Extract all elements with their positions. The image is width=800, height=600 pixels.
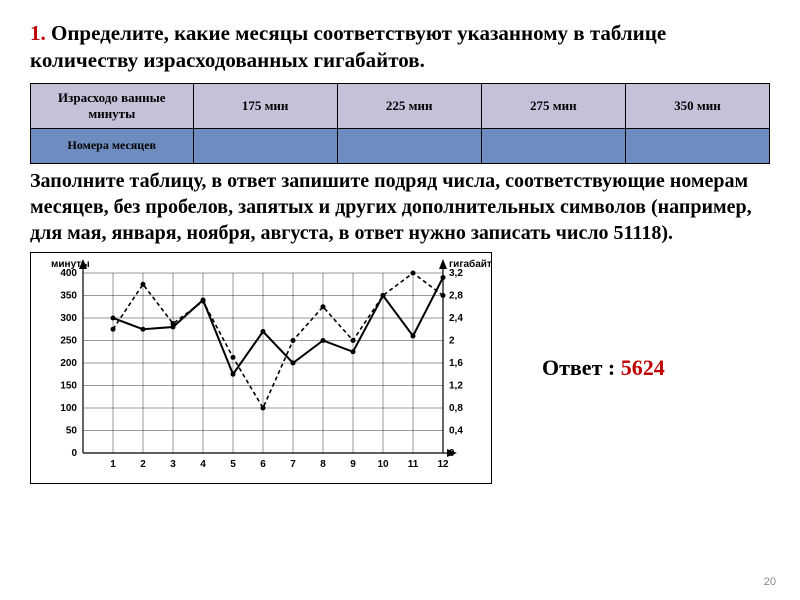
answer: Ответ : 5624: [542, 355, 665, 381]
svg-text:1: 1: [110, 459, 116, 470]
svg-text:0: 0: [449, 448, 455, 459]
svg-text:10: 10: [377, 459, 389, 470]
svg-text:200: 200: [60, 358, 77, 369]
svg-text:300: 300: [60, 313, 77, 324]
svg-text:1,2: 1,2: [449, 380, 463, 391]
data-table: Израсходо ванные минуты 175 мин 225 мин …: [30, 83, 770, 164]
svg-text:50: 50: [66, 425, 78, 436]
svg-text:2: 2: [140, 459, 146, 470]
cell-3: [625, 128, 769, 163]
svg-text:9: 9: [350, 459, 356, 470]
svg-text:8: 8: [320, 459, 326, 470]
answer-value: 5624: [621, 355, 665, 380]
task-text: Определите, какие месяцы соответствуют у…: [30, 21, 666, 72]
svg-text:250: 250: [60, 335, 77, 346]
svg-text:2,8: 2,8: [449, 290, 463, 301]
svg-text:4: 4: [200, 459, 206, 470]
cell-2: [481, 128, 625, 163]
svg-text:5: 5: [230, 459, 236, 470]
col-0: 175 мин: [193, 83, 337, 128]
col-1: 225 мин: [337, 83, 481, 128]
svg-text:100: 100: [60, 403, 77, 414]
chart: 05010015020025030035040000,40,81,21,622,…: [30, 252, 492, 484]
svg-text:2,4: 2,4: [449, 313, 463, 324]
svg-text:3: 3: [170, 459, 176, 470]
row-months-label: Номера месяцев: [31, 128, 194, 163]
svg-text:6: 6: [260, 459, 266, 470]
svg-text:12: 12: [437, 459, 449, 470]
task-number: 1.: [30, 21, 46, 45]
task-heading: 1. Определите, какие месяцы соответствую…: [30, 20, 770, 75]
svg-text:гигабайты: гигабайты: [449, 258, 491, 270]
svg-text:11: 11: [408, 459, 419, 470]
svg-text:0: 0: [71, 448, 77, 459]
svg-text:0,8: 0,8: [449, 403, 463, 414]
svg-text:350: 350: [60, 290, 77, 301]
col-2: 275 мин: [481, 83, 625, 128]
header-minutes: Израсходо ванные минуты: [31, 83, 194, 128]
svg-text:минуты: минуты: [51, 259, 90, 270]
answer-label: Ответ :: [542, 355, 615, 380]
cell-1: [337, 128, 481, 163]
instructions: Заполните таблицу, в ответ запишите подр…: [30, 168, 770, 246]
svg-text:0,4: 0,4: [449, 425, 463, 436]
svg-text:7: 7: [290, 459, 296, 470]
svg-text:2: 2: [449, 335, 455, 346]
page-number: 20: [764, 576, 776, 588]
svg-text:1,6: 1,6: [449, 358, 463, 369]
col-3: 350 мин: [625, 83, 769, 128]
cell-0: [193, 128, 337, 163]
svg-text:150: 150: [60, 380, 77, 391]
